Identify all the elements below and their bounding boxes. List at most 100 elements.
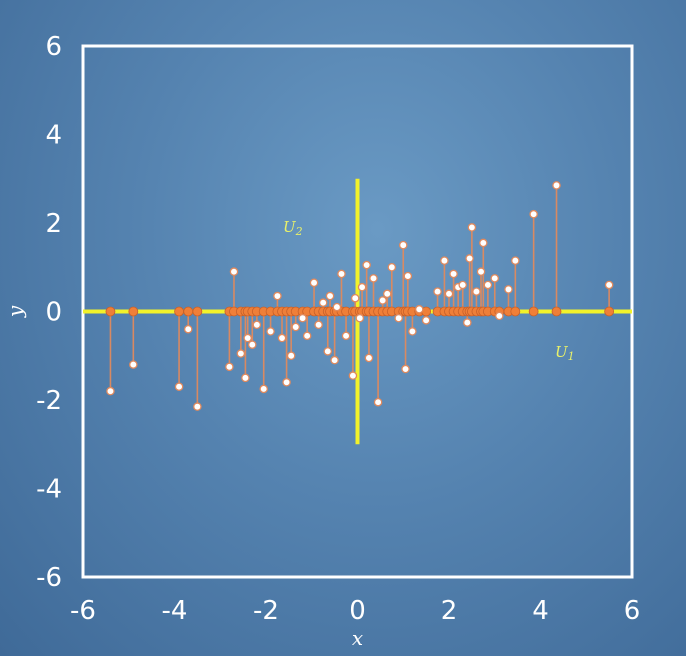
data-point bbox=[444, 289, 454, 299]
data-point bbox=[408, 327, 417, 336]
data-point bbox=[357, 282, 367, 292]
data-point bbox=[248, 340, 257, 349]
projected-point bbox=[128, 306, 139, 317]
y-tick-label: -4 bbox=[36, 475, 62, 505]
projected-point bbox=[192, 306, 203, 317]
data-point bbox=[174, 382, 184, 391]
data-point bbox=[225, 362, 234, 372]
x-tick-label: -2 bbox=[253, 596, 279, 626]
y-tick-label: -2 bbox=[36, 386, 62, 416]
data-point bbox=[421, 316, 431, 325]
data-point bbox=[529, 209, 538, 219]
data-point bbox=[298, 313, 307, 323]
data-point bbox=[229, 267, 239, 276]
projected-point bbox=[105, 306, 116, 317]
projected-point bbox=[551, 306, 562, 317]
data-point bbox=[364, 353, 374, 363]
data-point bbox=[552, 181, 561, 190]
data-point bbox=[341, 331, 351, 341]
data-point bbox=[277, 333, 287, 343]
data-point bbox=[309, 278, 319, 287]
projected-point bbox=[183, 306, 194, 317]
projection-stems bbox=[109, 185, 610, 407]
x-tick-label: 0 bbox=[349, 596, 366, 626]
data-point bbox=[183, 324, 193, 334]
data-point bbox=[378, 296, 387, 305]
y-tick-label: 0 bbox=[45, 298, 62, 328]
data-point bbox=[382, 289, 392, 299]
data-point bbox=[350, 293, 360, 303]
data-point bbox=[355, 313, 365, 323]
y-tick-label: 4 bbox=[45, 121, 62, 151]
x-tick-label: 4 bbox=[532, 596, 549, 626]
data-point bbox=[362, 260, 371, 270]
y-tick-label: 6 bbox=[45, 32, 62, 62]
data-point bbox=[323, 347, 333, 356]
data-point bbox=[440, 256, 449, 265]
labels-layer: U2 U1 bbox=[283, 218, 575, 363]
data-points bbox=[106, 181, 614, 411]
data-point bbox=[106, 386, 115, 396]
data-point bbox=[604, 280, 614, 290]
data-point bbox=[252, 320, 262, 330]
u1-label: U1 bbox=[555, 343, 575, 363]
data-point bbox=[330, 355, 339, 365]
data-point bbox=[369, 274, 378, 283]
y-tick-label: -6 bbox=[36, 563, 62, 593]
data-point bbox=[291, 322, 300, 332]
data-point bbox=[373, 397, 383, 407]
x-tick-label: -6 bbox=[70, 596, 96, 626]
data-point bbox=[401, 364, 410, 374]
data-point bbox=[236, 349, 246, 358]
data-point bbox=[476, 267, 486, 276]
data-point bbox=[241, 373, 250, 383]
data-point bbox=[472, 287, 481, 296]
axes-layer: -6 -4 -2 0 2 4 6 -6 -4 -2 0 2 4 6 x y bbox=[3, 32, 640, 650]
data-point bbox=[266, 327, 275, 336]
data-point bbox=[318, 298, 328, 307]
projected-point bbox=[604, 306, 615, 317]
projected-point bbox=[174, 306, 184, 317]
data-point bbox=[314, 320, 323, 330]
x-tick-label: 6 bbox=[624, 596, 641, 626]
data-point bbox=[273, 291, 282, 301]
data-point bbox=[403, 271, 413, 281]
data-point bbox=[348, 371, 358, 380]
data-point bbox=[332, 302, 342, 312]
y-tick-label: 2 bbox=[45, 209, 62, 239]
data-point bbox=[490, 274, 499, 283]
data-point bbox=[398, 240, 408, 250]
projected-point bbox=[528, 306, 539, 317]
projected-point bbox=[510, 306, 521, 317]
data-point bbox=[511, 256, 520, 265]
x-axis-label: x bbox=[352, 626, 363, 650]
data-point bbox=[458, 280, 467, 290]
data-point bbox=[129, 360, 138, 369]
data-point bbox=[504, 285, 513, 294]
data-point bbox=[415, 305, 424, 314]
data-point bbox=[495, 311, 504, 321]
x-tick-label: -4 bbox=[162, 596, 188, 626]
u2-label: U2 bbox=[283, 218, 303, 238]
y-axis-label: y bbox=[3, 305, 27, 318]
data-point bbox=[193, 402, 202, 411]
data-point bbox=[463, 318, 472, 327]
data-point bbox=[286, 351, 296, 360]
data-point bbox=[483, 280, 493, 290]
data-point bbox=[394, 313, 403, 323]
data-point bbox=[433, 287, 442, 296]
projected-points bbox=[105, 306, 615, 317]
data-point bbox=[387, 262, 397, 272]
data-point bbox=[282, 378, 291, 387]
data-point bbox=[467, 223, 477, 232]
x-tick-label: 2 bbox=[441, 596, 458, 626]
data-point bbox=[449, 269, 458, 279]
data-point bbox=[337, 269, 346, 279]
data-point bbox=[325, 291, 335, 301]
data-point bbox=[259, 384, 268, 394]
data-point bbox=[479, 238, 488, 248]
data-point bbox=[243, 333, 252, 343]
data-point bbox=[465, 254, 474, 263]
data-point bbox=[302, 331, 312, 341]
